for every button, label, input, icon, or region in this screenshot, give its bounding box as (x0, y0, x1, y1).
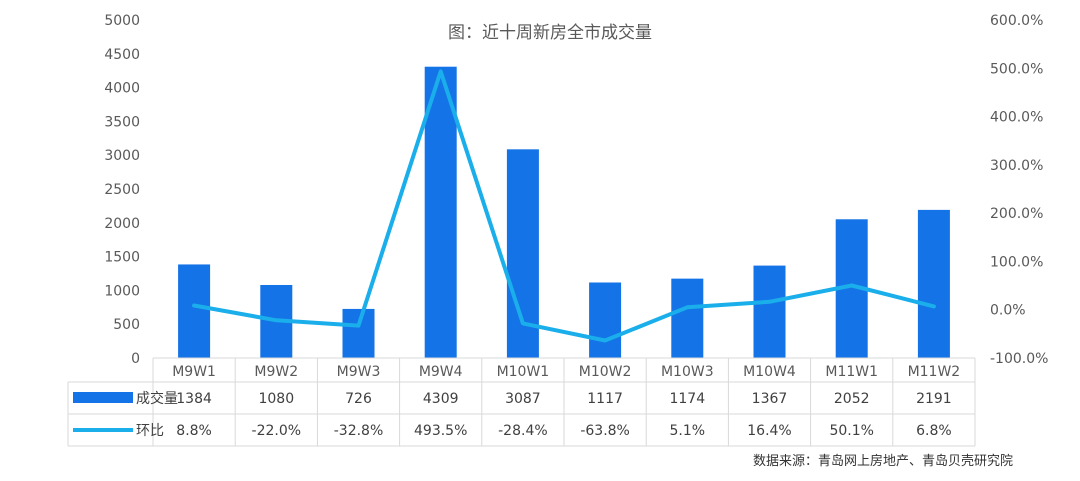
bar (178, 264, 211, 358)
source-note: 数据来源：青岛网上房地产、青岛贝壳研究院 (753, 453, 1013, 469)
right-axis: -100.0% 0.0% 100.0% 200.0% 300.0% 400.0% 500.0… (990, 13, 1048, 367)
table-value-line: 5.1% (670, 423, 706, 439)
right-axis-tick-label: 500.0% (990, 61, 1043, 77)
bar (671, 278, 704, 358)
table-value-bars: 1367 (752, 391, 788, 407)
data-table: M9W1 M9W2 M9W3 M9W4 M10W1 M10W2 M10W3 M10W4 M11W… (67, 357, 976, 447)
table-value-line: 8.8% (176, 423, 212, 439)
category-label: M9W3 (337, 364, 381, 380)
table-value-line: 6.8% (916, 423, 952, 439)
legend-label-bars: 成交量 (136, 390, 178, 407)
left-axis-tick-label: 3500 (104, 114, 140, 130)
category-label: M9W1 (172, 364, 216, 380)
table-value-bars: 2191 (916, 391, 952, 407)
table-value-bars: 1384 (176, 391, 212, 407)
category-label: M11W1 (825, 364, 878, 380)
right-axis-tick-label: 100.0% (990, 254, 1043, 270)
left-axis-tick-label: 2000 (104, 216, 140, 232)
left-axis-tick-label: 500 (113, 317, 140, 333)
line-series-path (192, 69, 936, 343)
category-label: M10W4 (743, 364, 796, 380)
right-axis-tick-label: 400.0% (990, 110, 1043, 126)
legend-label-line: 环比 (136, 423, 164, 439)
bar (917, 209, 950, 358)
table-value-bars: 3087 (505, 391, 541, 407)
left-axis: 0 500 1000 1500 2000 2500 3000 3500 4000 4500 5000 (104, 13, 140, 367)
category-label: M11W2 (908, 364, 961, 380)
category-label: M9W2 (254, 364, 298, 380)
left-axis-tick-label: 4500 (104, 47, 140, 63)
right-axis-tick-label: 0.0% (990, 303, 1026, 319)
table-value-bars: 1117 (587, 391, 623, 407)
table-value-bars: 1080 (258, 391, 294, 407)
category-label: M10W1 (497, 364, 550, 380)
line-series (192, 69, 936, 343)
category-label: M10W2 (579, 364, 632, 380)
right-axis-tick-label: 200.0% (990, 206, 1043, 222)
table-value-bars: 1174 (669, 391, 705, 407)
table-value-line: 493.5% (414, 423, 467, 439)
table-value-line: 16.4% (747, 423, 791, 439)
category-label: M10W3 (661, 364, 714, 380)
bar (342, 308, 375, 358)
table-value-bars: 4309 (423, 391, 459, 407)
right-axis-tick-label: -100.0% (990, 351, 1048, 367)
right-axis-tick-label: 300.0% (990, 158, 1043, 174)
table-value-bars: 2052 (834, 391, 870, 407)
bar (753, 265, 786, 358)
left-axis-tick-label: 2500 (104, 182, 140, 198)
right-axis-tick-label: 600.0% (990, 13, 1043, 29)
table-value-bars: 726 (345, 391, 372, 407)
bar-series (178, 66, 950, 358)
table-value-line: -32.8% (334, 423, 384, 439)
left-axis-tick-label: 0 (131, 351, 140, 367)
table-value-line: -22.0% (252, 423, 302, 439)
legend-swatch-bars (73, 392, 133, 403)
bar (424, 66, 457, 358)
chart-title: 图：近十周新房全市成交量 (448, 23, 652, 43)
table-value-line: -28.4% (498, 423, 548, 439)
left-axis-tick-label: 3000 (104, 148, 140, 164)
table-value-line: -63.8% (580, 423, 630, 439)
category-label: M9W4 (419, 364, 463, 380)
left-axis-tick-label: 5000 (104, 13, 140, 29)
left-axis-tick-label: 1500 (104, 250, 140, 266)
left-axis-tick-label: 1000 (104, 283, 140, 299)
bar (589, 282, 622, 358)
table-value-line: 50.1% (829, 423, 873, 439)
left-axis-tick-label: 4000 (104, 81, 140, 97)
